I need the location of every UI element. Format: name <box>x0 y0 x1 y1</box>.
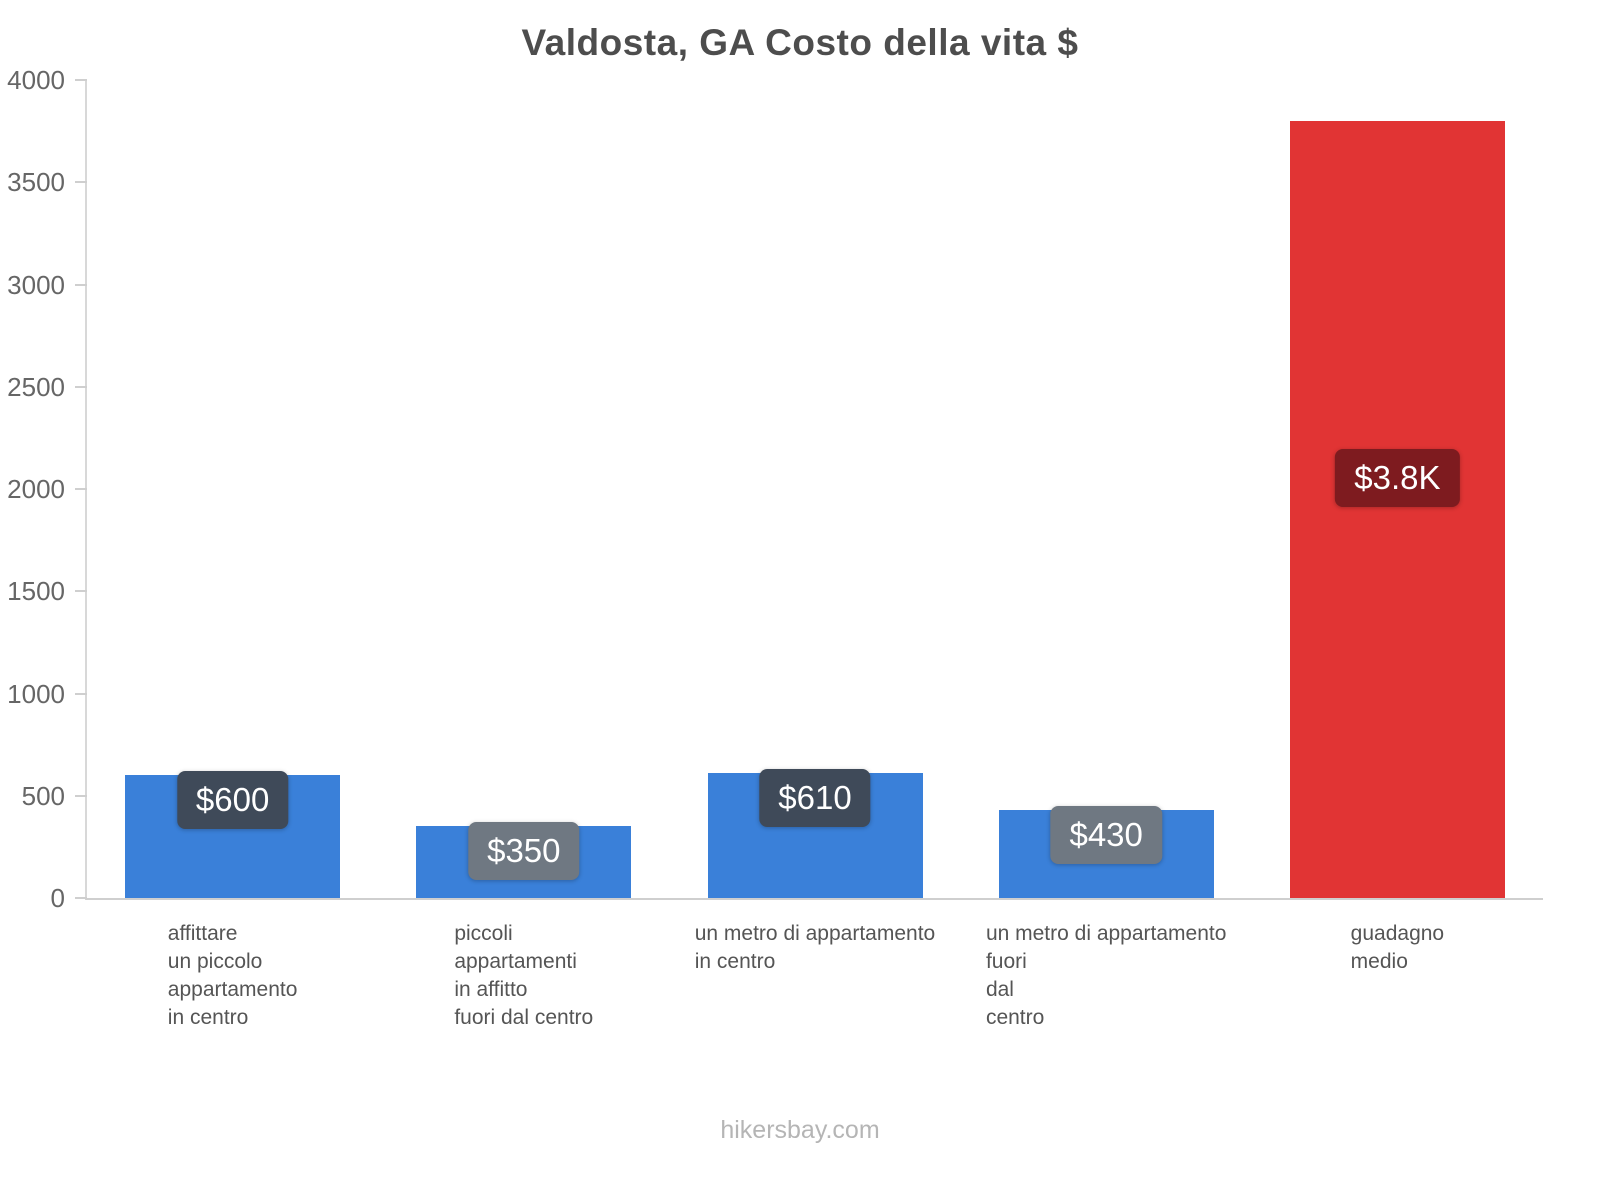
category-label: affittare un piccolo appartamento in centro <box>87 920 378 1032</box>
category-line: un metro di appartamento <box>985 922 1227 945</box>
category-line: fuori dal centro <box>454 1006 594 1029</box>
category-line: affittare <box>167 922 238 945</box>
category-inner: affittare un piccolo appartamento in centro <box>168 920 298 1032</box>
y-tick-label: 4000 <box>7 65 65 95</box>
y-tick-label: 2500 <box>7 371 65 402</box>
category-inner: guadagno medio <box>1351 920 1444 976</box>
category-inner: un metro di appartamento in centro <box>695 920 935 976</box>
bar <box>1289 120 1505 898</box>
chart-title: Valdosta, GA Costo della vita $ <box>521 22 1079 63</box>
category-line: un metro di appartamento <box>694 922 936 945</box>
y-tick-label: 1500 <box>7 576 65 607</box>
category-label: un metro di appartamento fuori dal centro <box>961 920 1252 1032</box>
y-tick-label: 1000 <box>7 678 65 709</box>
category-line: dal <box>985 978 1014 1001</box>
category-line: in centro <box>694 950 776 973</box>
y-tick-mark <box>75 590 87 593</box>
plot-area: 0 500 1000 1500 2000 2500 3000 3500 4000 $600 affi… <box>7 65 1543 1029</box>
category-line: in affitto <box>454 978 528 1001</box>
watermark: hikersbay.com <box>720 1116 880 1144</box>
category-line: un piccolo <box>167 950 263 973</box>
y-tick-mark <box>75 794 87 797</box>
category-line: appartamento <box>167 978 298 1001</box>
category-line: fuori <box>985 950 1027 973</box>
value-label: $600 <box>176 771 289 830</box>
category-line: medio <box>1350 950 1408 973</box>
value-label: $430 <box>1050 806 1162 865</box>
category-label: guadagno medio <box>1252 920 1543 976</box>
value-label: $3.8K <box>1335 449 1460 508</box>
category-inner: piccoli appartamenti in affitto fuori dal c… <box>454 920 593 1032</box>
y-tick-mark <box>75 897 87 899</box>
y-tick-label: 2000 <box>7 474 65 504</box>
y-tick-mark <box>75 181 87 184</box>
category-line: guadagno <box>1350 922 1445 945</box>
y-tick-label: 0 <box>50 883 65 913</box>
value-label: $350 <box>468 822 580 881</box>
category-line: piccoli <box>454 922 513 945</box>
y-tick-mark <box>75 692 87 695</box>
category-line: appartamenti <box>454 950 577 973</box>
y-tick-mark <box>75 283 87 286</box>
category-inner: un metro di appartamento fuori dal centro <box>986 920 1226 1032</box>
category-line: centro <box>985 1006 1045 1029</box>
y-tick-mark <box>75 385 87 388</box>
category-label: un metro di appartamento in centro <box>669 920 960 976</box>
category-line: in centro <box>167 1006 249 1029</box>
category-label: piccoli appartamenti in affitto fuori dal c… <box>378 920 669 1032</box>
y-tick-mark <box>75 79 87 81</box>
y-tick-mark <box>75 488 87 490</box>
value-label: $610 <box>759 769 871 828</box>
y-tick-label: 3500 <box>7 167 65 198</box>
y-tick-label: 3000 <box>7 269 65 300</box>
y-tick-label: 500 <box>21 780 65 811</box>
